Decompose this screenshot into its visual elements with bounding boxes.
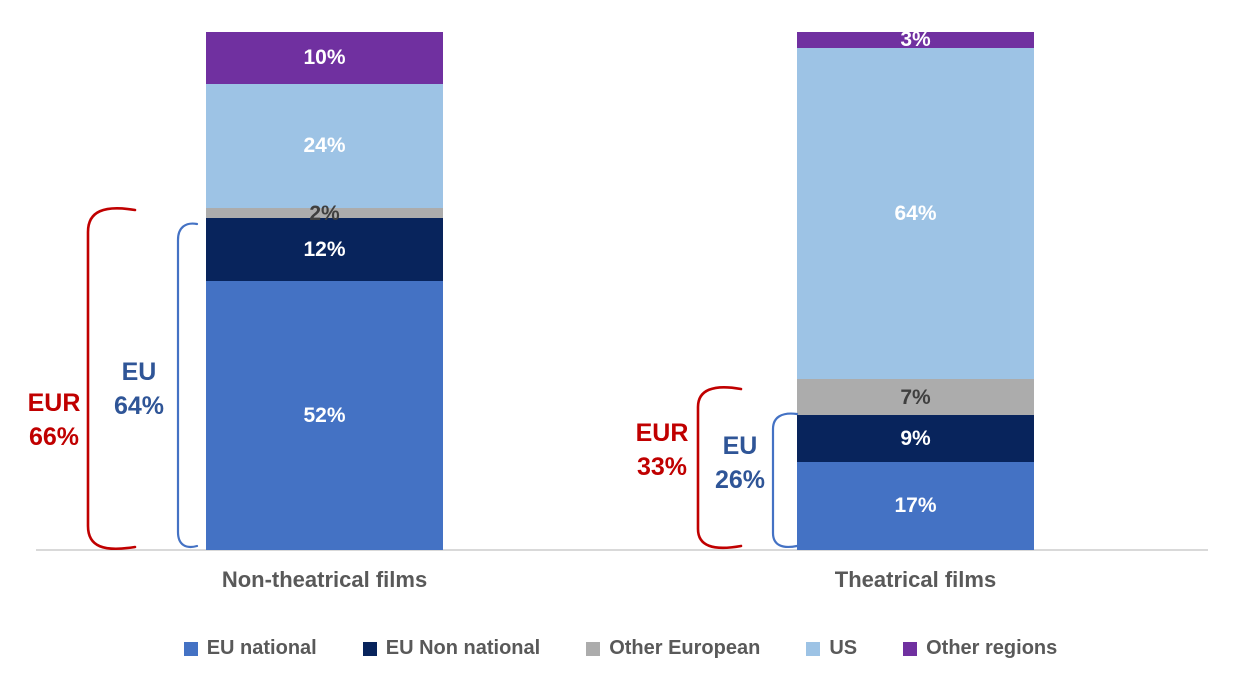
annotation-eu-right-value: 26%	[714, 466, 766, 494]
annotation-eur-right: EUR 33%	[628, 416, 696, 484]
segment-us: 64%	[797, 47, 1034, 380]
segment-eu-national: 17%	[797, 461, 1034, 550]
segment-value-label: 64%	[894, 201, 937, 225]
segment-eu-national: 52%	[206, 280, 443, 550]
legend-swatch-icon	[806, 641, 821, 656]
eur-bracket-left	[86, 207, 137, 551]
segment-value-label: 2%	[309, 201, 340, 225]
legend: EU national EU Non national Other European…	[0, 637, 1241, 660]
segment-us: 24%	[206, 83, 443, 209]
segment-value-label: 24%	[303, 134, 346, 158]
legend-item-eu-national: EU national	[183, 637, 317, 660]
segment-other-european: 7%	[797, 379, 1034, 416]
eu-bracket-left	[176, 222, 199, 549]
segment-value-label: 7%	[900, 385, 931, 409]
annotation-eu-left: EU 64%	[108, 355, 170, 423]
legend-item-eu-non-national: EU Non national	[362, 637, 541, 660]
x-axis-line	[36, 549, 1208, 551]
segment-value-label: 9%	[900, 427, 931, 451]
segment-other-regions: 10%	[206, 32, 443, 84]
segment-eu-non-national: 9%	[797, 415, 1034, 462]
category-label-non-theatrical: Non-theatrical films	[221, 567, 428, 592]
legend-swatch-icon	[183, 641, 198, 656]
legend-item-other-european: Other European	[586, 637, 760, 660]
legend-label: US	[829, 637, 858, 659]
legend-label: EU national	[206, 637, 317, 659]
legend-item-us: US	[806, 637, 857, 660]
bar-theatrical-films: 17% 9% 7% 64% 3%	[797, 28, 1034, 550]
eu-bracket-right	[771, 412, 799, 549]
segment-other-european: 2%	[206, 203, 443, 224]
annotation-eur-left-label: EUR	[27, 389, 81, 417]
legend-swatch-icon	[362, 641, 377, 656]
annotation-eu-left-label: EU	[121, 358, 157, 386]
segment-other-regions: 3%	[797, 28, 1034, 52]
legend-label: Other European	[609, 637, 761, 659]
segment-value-label: 10%	[303, 46, 346, 70]
annotation-eu-left-value: 64%	[113, 392, 165, 420]
annotation-eur-left-value: 66%	[28, 423, 80, 451]
legend-label: Other regions	[926, 637, 1058, 659]
category-label-theatrical: Theatrical films	[834, 567, 997, 592]
annotation-eur-left: EUR 66%	[20, 386, 88, 454]
bar-non-theatrical-films: 52% 12% 2% 24% 10%	[206, 32, 443, 550]
segment-value-label: 17%	[894, 494, 937, 518]
eur-bracket-right	[696, 386, 743, 550]
annotation-eu-right-label: EU	[722, 432, 758, 460]
legend-swatch-icon	[903, 641, 918, 656]
segment-value-label: 12%	[303, 238, 346, 262]
legend-label: EU Non national	[385, 637, 541, 659]
legend-swatch-icon	[586, 641, 601, 656]
annotation-eu-right: EU 26%	[710, 429, 770, 497]
segment-eu-non-national: 12%	[206, 218, 443, 281]
segment-value-label: 52%	[303, 403, 346, 427]
annotation-eur-right-value: 33%	[636, 453, 688, 481]
annotation-eur-right-label: EUR	[635, 419, 689, 447]
segment-value-label: 3%	[900, 28, 931, 52]
legend-item-other-regions: Other regions	[903, 637, 1057, 660]
